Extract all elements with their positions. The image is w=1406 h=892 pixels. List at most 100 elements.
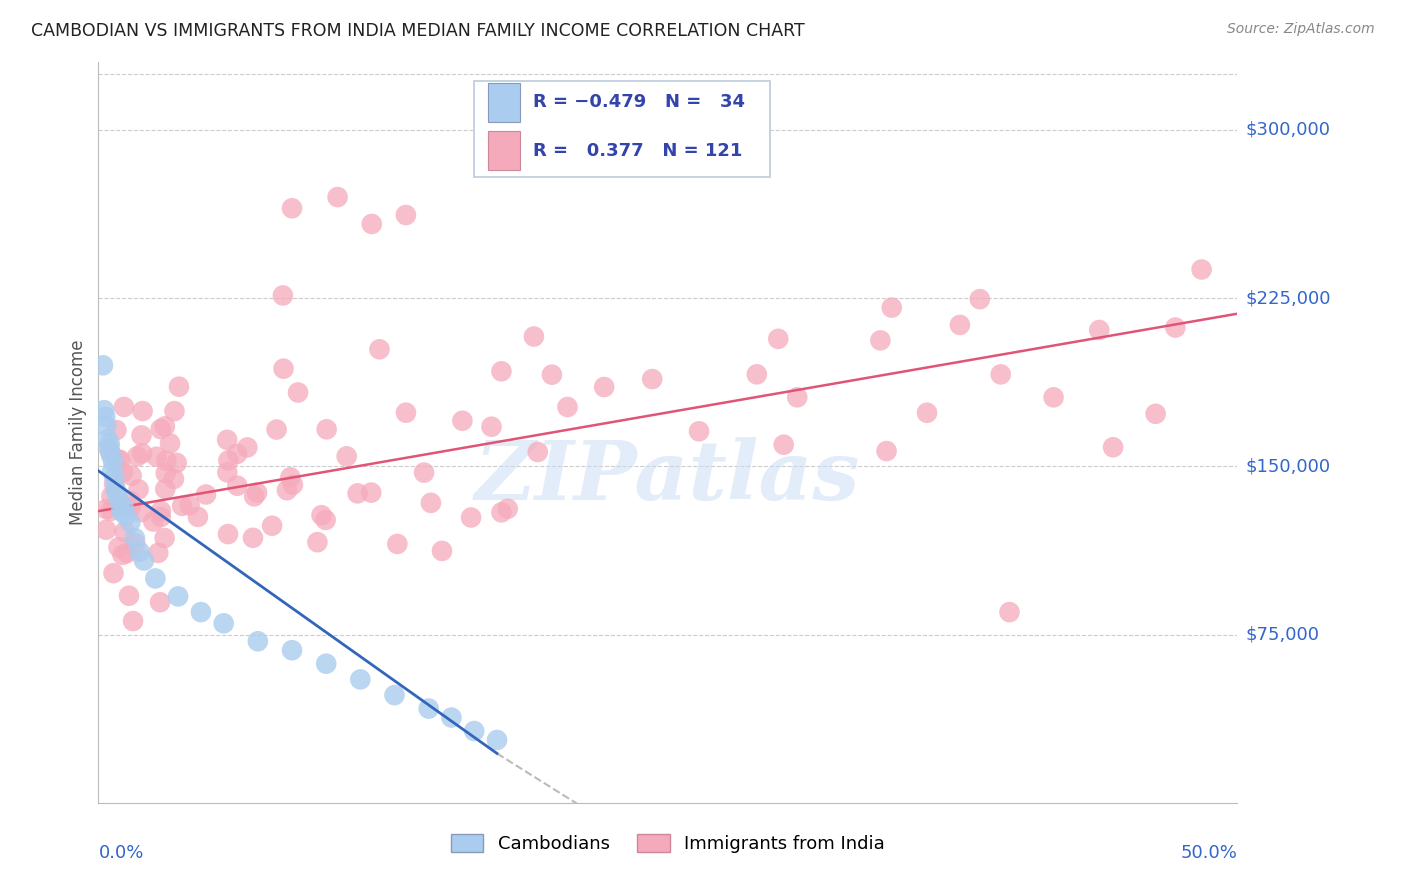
Point [276,483,298,498]
Point [418,701,440,715]
Point [593,380,616,394]
Text: $225,000: $225,000 [1246,289,1331,307]
Point [155,482,177,496]
Point [226,479,249,493]
Point [128,483,150,497]
Point [167,590,190,604]
Point [194,487,217,501]
Point [100,448,122,462]
Point [336,450,359,464]
Point [226,447,249,461]
Point [1164,320,1187,334]
Point [217,433,239,447]
Point [148,546,170,560]
Point [360,485,382,500]
Point [105,486,128,500]
Point [100,489,122,503]
Text: $75,000: $75,000 [1246,625,1320,643]
Point [990,368,1012,382]
Point [440,710,463,724]
Point [212,616,235,631]
Point [281,643,304,657]
Point [104,482,127,496]
Point [246,485,269,500]
Bar [488,131,520,169]
Point [120,516,142,530]
Legend: Cambodians, Immigrants from India: Cambodians, Immigrants from India [444,827,891,861]
Point [786,390,808,404]
Point [111,465,134,479]
Text: $150,000: $150,000 [1246,458,1330,475]
Point [557,400,579,414]
Text: CAMBODIAN VS IMMIGRANTS FROM INDIA MEDIAN FAMILY INCOME CORRELATION CHART: CAMBODIAN VS IMMIGRANTS FROM INDIA MEDIA… [31,22,804,40]
Point [98,437,121,451]
Point [281,201,304,215]
Point [772,438,794,452]
Point [315,422,337,436]
Point [124,531,146,545]
Point [915,406,938,420]
Point [166,456,188,470]
Point [880,301,903,315]
Point [271,288,294,302]
Point [145,571,167,585]
Text: ZIPatlas: ZIPatlas [475,437,860,517]
Point [523,329,546,343]
Point [349,673,371,687]
Point [114,524,136,539]
Point [153,531,176,545]
Point [262,518,284,533]
Point [949,318,972,332]
Text: 0.0%: 0.0% [98,844,143,862]
Point [481,419,503,434]
Point [491,505,513,519]
Text: Source: ZipAtlas.com: Source: ZipAtlas.com [1227,22,1375,37]
Point [768,332,790,346]
Point [486,733,509,747]
Point [93,403,115,417]
Point [149,510,172,524]
Point [451,414,474,428]
Point [1102,440,1125,454]
Point [105,423,128,437]
Text: $300,000: $300,000 [1246,120,1330,139]
Point [460,510,482,524]
Point [172,499,194,513]
Point [307,535,329,549]
Point [97,442,120,456]
Point [163,472,186,486]
Point [94,409,117,424]
Point [281,477,304,491]
Point [124,536,146,550]
Point [541,368,564,382]
Text: R = −0.479   N =   34: R = −0.479 N = 34 [533,94,745,112]
Point [273,361,295,376]
Point [142,515,165,529]
Point [1088,323,1111,337]
Point [155,467,177,481]
Point [111,548,134,562]
Point [163,404,186,418]
Point [430,544,453,558]
Point [243,489,266,503]
Point [236,441,259,455]
Point [120,500,142,514]
Point [103,455,125,469]
Point [217,466,239,480]
Point [149,422,172,436]
Point [101,464,124,478]
Point [641,372,664,386]
Point [91,359,114,373]
Point [96,433,118,447]
Point [167,379,190,393]
Point [419,496,441,510]
Point [103,470,125,484]
Point [242,531,264,545]
Point [103,566,125,581]
Bar [488,83,520,121]
Point [395,406,418,420]
Point [368,343,391,357]
Point [1144,407,1167,421]
Point [179,498,201,512]
Point [94,523,117,537]
